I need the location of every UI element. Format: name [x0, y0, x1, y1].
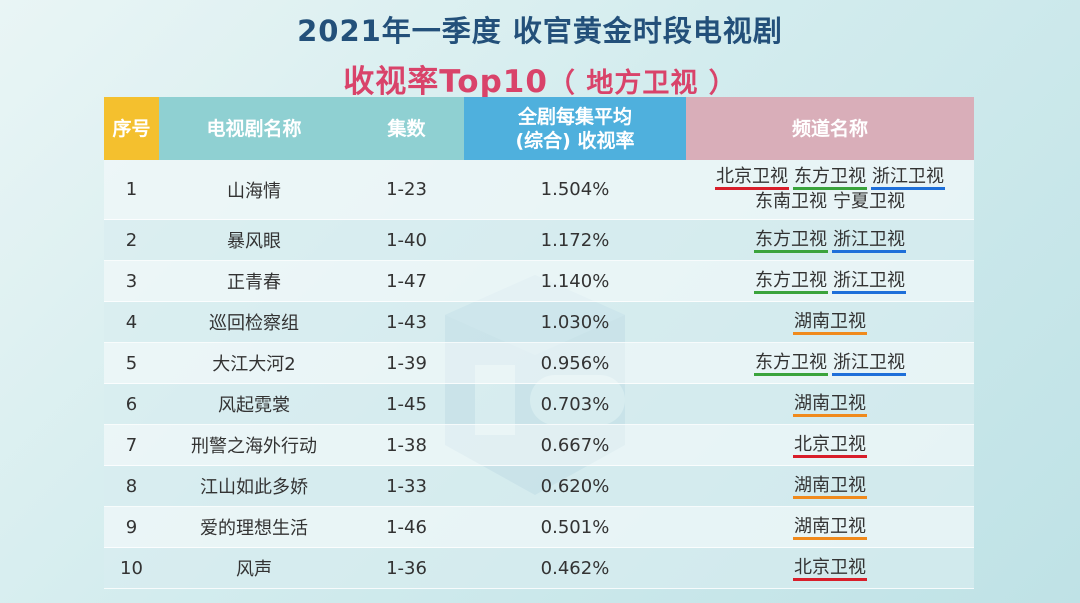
row-rating: 0.703% [464, 383, 686, 425]
row-drama-name: 风起霓裳 [159, 383, 349, 425]
row-drama-name: 爱的理想生活 [159, 506, 349, 548]
table-row: 2 暴风眼 1-40 1.172% 东方卫视 浙江卫视 [104, 219, 974, 261]
row-no: 4 [104, 301, 159, 343]
header-channels: 频道名称 [686, 97, 974, 160]
row-channels: 湖南卫视 [686, 301, 974, 343]
channel-tag: 浙江卫视 [832, 270, 906, 294]
row-no: 2 [104, 219, 159, 261]
row-episodes: 1-40 [349, 219, 464, 261]
row-no: 5 [104, 342, 159, 384]
row-rating: 1.030% [464, 301, 686, 343]
channel-tag: 湖南卫视 [793, 516, 867, 540]
title-line-2: 收视率Top10（ 地方卫视 ） [0, 56, 1080, 101]
row-no: 3 [104, 260, 159, 302]
row-drama-name: 山海情 [159, 160, 349, 220]
row-rating: 0.667% [464, 424, 686, 466]
channel-tag: 东南卫视 [755, 190, 827, 212]
table-row: 1 山海情 1-23 1.504% 北京卫视 东方卫视 浙江卫视 东南卫视 宁夏卫视 [104, 160, 974, 220]
header-rating-line: 全剧每集平均 [517, 105, 632, 128]
channel-tag: 宁夏卫视 [833, 190, 905, 212]
row-episodes: 1-33 [349, 465, 464, 507]
row-rating: 1.140% [464, 260, 686, 302]
table-row: 3 正青春 1-47 1.140% 东方卫视 浙江卫视 [104, 260, 974, 302]
channel-tag: 浙江卫视 [832, 229, 906, 253]
channel-tag: 东方卫视 [754, 352, 828, 376]
row-episodes: 1-45 [349, 383, 464, 425]
row-channels: 东方卫视 浙江卫视 [686, 342, 974, 384]
row-channels: 北京卫视 [686, 547, 974, 589]
table-row: 8 江山如此多娇 1-33 0.620% 湖南卫视 [104, 465, 974, 507]
row-episodes: 1-36 [349, 547, 464, 589]
header-rating: 全剧每集平均 (综合) 收视率 [464, 97, 686, 160]
row-episodes: 1-39 [349, 342, 464, 384]
header-name: 电视剧名称 [159, 97, 349, 160]
channel-tag: 浙江卫视 [871, 166, 945, 190]
header-episodes: 集数 [349, 97, 464, 160]
channel-tag: 东方卫视 [754, 229, 828, 253]
ratings-table: 序号 电视剧名称 集数 全剧每集平均 (综合) 收视率 频道名称 1 山海情 1-23… [104, 97, 974, 589]
row-no: 1 [104, 160, 159, 220]
row-episodes: 1-23 [349, 160, 464, 220]
row-drama-name: 大江大河2 [159, 342, 349, 384]
row-drama-name: 正青春 [159, 260, 349, 302]
row-no: 8 [104, 465, 159, 507]
row-no: 9 [104, 506, 159, 548]
row-channels: 东方卫视 浙江卫视 [686, 260, 974, 302]
title-paren: （ 地方卫视 ） [547, 68, 737, 99]
row-rating: 0.501% [464, 506, 686, 548]
row-channels: 湖南卫视 [686, 383, 974, 425]
row-episodes: 1-38 [349, 424, 464, 466]
row-channels: 北京卫视 东方卫视 浙江卫视东南卫视 宁夏卫视 [686, 160, 974, 220]
row-rating: 1.172% [464, 219, 686, 261]
table-row: 4 巡回检察组 1-43 1.030% 湖南卫视 [104, 301, 974, 343]
title-line-1: 2021年一季度 收官黄金时段电视剧 [297, 14, 783, 48]
row-episodes: 1-43 [349, 301, 464, 343]
table-row: 6 风起霓裳 1-45 0.703% 湖南卫视 [104, 383, 974, 425]
title-main: 收视率Top10 [343, 64, 548, 100]
table-row: 9 爱的理想生活 1-46 0.501% 湖南卫视 [104, 506, 974, 548]
channel-tag: 湖南卫视 [793, 393, 867, 417]
row-drama-name: 江山如此多娇 [159, 465, 349, 507]
channel-tag: 东方卫视 [793, 166, 867, 190]
row-rating: 0.620% [464, 465, 686, 507]
row-channels: 北京卫视 [686, 424, 974, 466]
row-channels: 湖南卫视 [686, 465, 974, 507]
row-episodes: 1-46 [349, 506, 464, 548]
channel-tag: 北京卫视 [793, 434, 867, 458]
row-drama-name: 巡回检察组 [159, 301, 349, 343]
row-rating: 0.462% [464, 547, 686, 589]
channel-tag: 东方卫视 [754, 270, 828, 294]
channel-tag: 浙江卫视 [832, 352, 906, 376]
table-row: 10 风声 1-36 0.462% 北京卫视 [104, 547, 974, 589]
channel-tag: 北京卫视 [793, 557, 867, 581]
channel-tag: 湖南卫视 [793, 311, 867, 335]
row-no: 7 [104, 424, 159, 466]
row-channels: 湖南卫视 [686, 506, 974, 548]
row-channels: 东方卫视 浙江卫视 [686, 219, 974, 261]
table-row: 5 大江大河2 1-39 0.956% 东方卫视 浙江卫视 [104, 342, 974, 384]
row-drama-name: 风声 [159, 547, 349, 589]
row-rating: 0.956% [464, 342, 686, 384]
header-no: 序号 [104, 97, 159, 160]
channel-tag: 北京卫视 [715, 166, 789, 190]
table-row: 7 刑警之海外行动 1-38 0.667% 北京卫视 [104, 424, 974, 466]
row-drama-name: 刑警之海外行动 [159, 424, 349, 466]
row-no: 6 [104, 383, 159, 425]
row-episodes: 1-47 [349, 260, 464, 302]
row-rating: 1.504% [464, 160, 686, 220]
row-drama-name: 暴风眼 [159, 219, 349, 261]
header-rating-line: (综合) 收视率 [515, 129, 635, 152]
row-no: 10 [104, 547, 159, 589]
channel-tag: 湖南卫视 [793, 475, 867, 499]
table-header-row: 序号 电视剧名称 集数 全剧每集平均 (综合) 收视率 频道名称 [104, 97, 974, 160]
